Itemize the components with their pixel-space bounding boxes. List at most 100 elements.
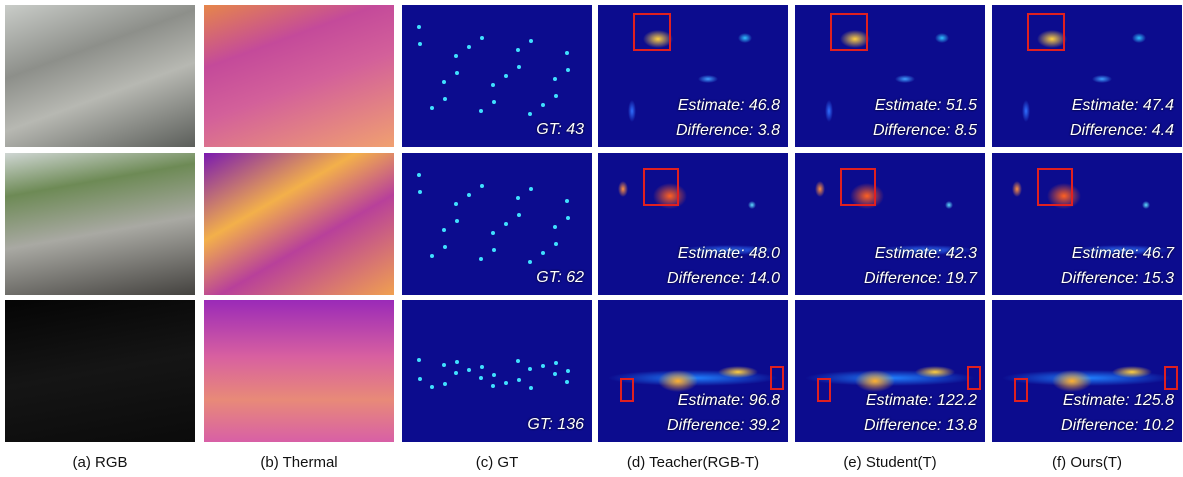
gt-dot: [566, 369, 570, 373]
gt-dot: [454, 54, 458, 58]
thermal-image: [204, 5, 394, 147]
column-caption: (b) Thermal: [204, 454, 394, 471]
density-blob: [815, 181, 825, 197]
gt-dot: [467, 368, 471, 372]
gt-dot: [443, 382, 447, 386]
gt-dot: [455, 71, 459, 75]
column-caption: (e) Student(T): [795, 454, 985, 471]
gt-dot: [492, 248, 496, 252]
estimate-label: Estimate: 96.8: [678, 392, 780, 410]
difference-label: Difference: 14.0: [667, 270, 780, 288]
estimate-label: Estimate: 42.3: [875, 245, 977, 263]
gt-dot: [479, 376, 483, 380]
estimate-label: Estimate: 47.4: [1072, 97, 1174, 115]
gt-dot: [491, 384, 495, 388]
gt-dot: [417, 25, 421, 29]
gt-dot: [504, 222, 508, 226]
gt-dot: [554, 242, 558, 246]
gt-dot: [504, 74, 508, 78]
column-caption: (a) RGB: [5, 454, 195, 471]
column-caption: (d) Teacher(RGB-T): [598, 454, 788, 471]
thermal-image: [204, 153, 394, 295]
density-blob: [945, 201, 953, 209]
gt-dot: [566, 68, 570, 72]
difference-label: Difference: 10.2: [1061, 417, 1174, 435]
gt-dot: [479, 109, 483, 113]
gt-dot: [492, 100, 496, 104]
gt-dot: [430, 385, 434, 389]
gt-dot: [529, 39, 533, 43]
gt-dot: [454, 371, 458, 375]
highlight-box: [1037, 168, 1073, 206]
estimate-label: Estimate: 51.5: [875, 97, 977, 115]
gt-dot: [528, 112, 532, 116]
density-blob: [915, 366, 955, 378]
density-blob: [1132, 33, 1146, 43]
density-blob: [1052, 370, 1092, 392]
difference-label: Difference: 39.2: [667, 417, 780, 435]
gt-dot: [417, 358, 421, 362]
gt-dot: [430, 106, 434, 110]
gt-density-map: GT: 43: [402, 5, 592, 147]
rgb-image: [5, 300, 195, 442]
gt-dot: [442, 228, 446, 232]
gt-dot: [479, 257, 483, 261]
gt-dot: [553, 225, 557, 229]
gt-dot: [467, 193, 471, 197]
density-blob: [1022, 100, 1030, 122]
difference-label: Difference: 19.7: [864, 270, 977, 288]
density-blob: [618, 181, 628, 197]
gt-dot: [418, 377, 422, 381]
density-blob: [718, 366, 758, 378]
gt-count: GT: 43: [536, 121, 584, 139]
gt-dot: [517, 65, 521, 69]
density-blob: [1092, 75, 1112, 83]
density-map: Estimate: 96.8 Difference: 39.2: [598, 300, 788, 442]
density-map: Estimate: 48.0Difference: 14.0: [598, 153, 788, 295]
density-blob: [698, 75, 718, 83]
highlight-box: [770, 366, 784, 390]
highlight-box: [1164, 366, 1178, 390]
difference-label: Difference: 4.4: [1070, 122, 1174, 140]
gt-count: GT: 62: [536, 269, 584, 287]
gt-dot: [442, 363, 446, 367]
gt-density-map: GT: 62: [402, 153, 592, 295]
gt-density-map: GT: 136: [402, 300, 592, 442]
difference-label: Difference: 8.5: [873, 122, 977, 140]
gt-dot: [418, 190, 422, 194]
density-blob: [738, 33, 752, 43]
density-map: Estimate: 46.7Difference: 15.3: [992, 153, 1182, 295]
gt-dot: [480, 184, 484, 188]
gt-dot: [443, 97, 447, 101]
highlight-box: [633, 13, 671, 51]
column-caption: (f) Ours(T): [992, 454, 1182, 471]
highlight-box: [620, 378, 634, 402]
highlight-box: [1014, 378, 1028, 402]
gt-dot: [480, 365, 484, 369]
density-blob: [895, 75, 915, 83]
estimate-label: Estimate: 125.8: [1063, 392, 1174, 410]
gt-dot: [443, 245, 447, 249]
estimate-label: Estimate: 46.7: [1072, 245, 1174, 263]
gt-dot: [442, 80, 446, 84]
gt-dot: [467, 45, 471, 49]
gt-dot: [480, 36, 484, 40]
density-map: Estimate: 47.4 Difference: 4.4: [992, 5, 1182, 147]
gt-dot: [553, 372, 557, 376]
gt-dot: [528, 260, 532, 264]
gt-dot: [541, 251, 545, 255]
gt-dot: [491, 231, 495, 235]
gt-dot: [516, 48, 520, 52]
gt-dot: [553, 77, 557, 81]
gt-dot: [566, 216, 570, 220]
gt-dot: [492, 373, 496, 377]
gt-dot: [528, 367, 532, 371]
density-map: Estimate: 125.8 Difference: 10.2: [992, 300, 1182, 442]
density-map: Estimate: 51.5 Difference: 8.5: [795, 5, 985, 147]
thermal-image: [204, 300, 394, 442]
rgb-image: [5, 5, 195, 147]
column-caption: (c) GT: [402, 454, 592, 471]
gt-count: GT: 136: [527, 416, 584, 434]
density-map: Estimate: 122.2Difference: 13.8: [795, 300, 985, 442]
highlight-box: [840, 168, 876, 206]
